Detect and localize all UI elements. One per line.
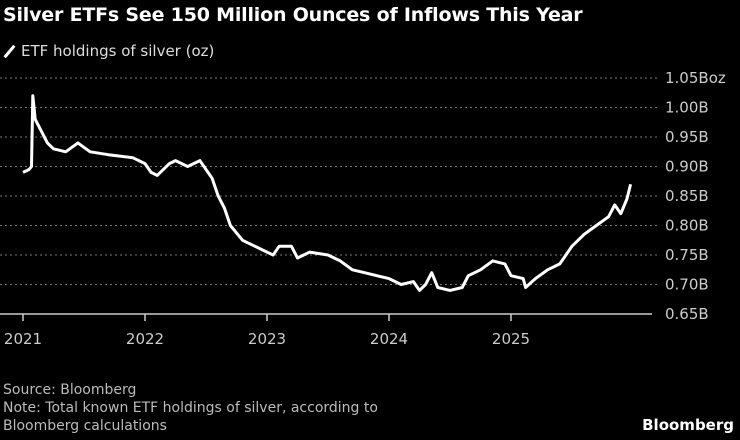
y-tick-label: 0.80B (665, 217, 709, 235)
x-tick-label: 2021 (4, 330, 42, 348)
y-tick-label: 1.00B (665, 99, 709, 117)
x-tick-label: 2023 (248, 330, 286, 348)
y-tick-label: 0.65B (665, 305, 709, 323)
series-line-etf-holdings (22, 94, 633, 292)
y-tick-label: 0.85B (665, 187, 709, 205)
x-tick-label: 2024 (370, 330, 408, 348)
x-tick-label: 2022 (126, 330, 164, 348)
legend-label: ETF holdings of silver (oz) (21, 42, 215, 60)
y-tick-label: 1.05Boz (665, 69, 726, 87)
y-tick-label: 0.70B (665, 276, 709, 294)
y-tick-label: 0.75B (665, 246, 709, 264)
bloomberg-logo: Bloomberg (642, 416, 734, 434)
note-text-2: Bloomberg calculations (3, 418, 167, 434)
y-tick-label: 0.90B (665, 158, 709, 176)
x-tick-label: 2025 (492, 330, 530, 348)
source-text: Source: Bloomberg (3, 382, 137, 398)
note-text: Note: Total known ETF holdings of silver… (3, 400, 378, 416)
chart-title: Silver ETFs See 150 Million Ounces of In… (3, 4, 583, 26)
legend: ETF holdings of silver (oz) (3, 42, 215, 60)
y-tick-label: 0.95B (665, 128, 709, 146)
